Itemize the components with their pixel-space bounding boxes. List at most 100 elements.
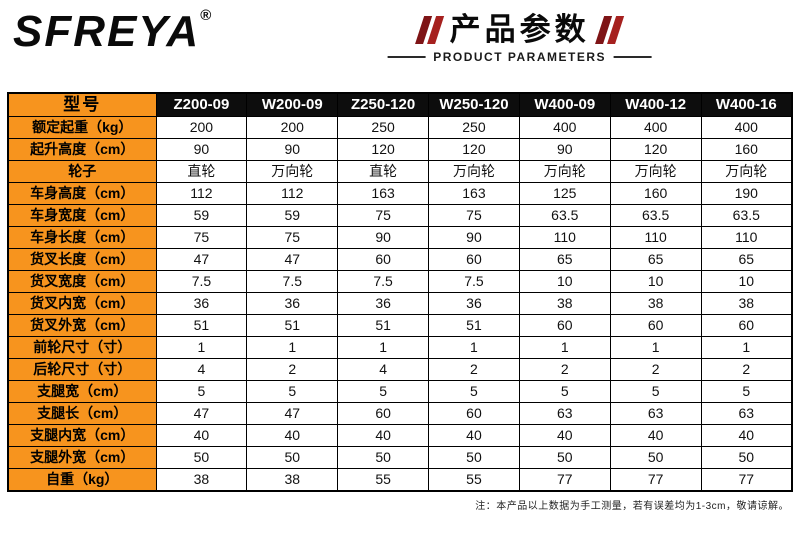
value-cell: 63.5 [609,204,702,228]
value-cell: 36 [428,292,520,316]
page-subtitle: PRODUCT PARAMETERS [433,49,606,64]
value-cell: 77 [609,468,702,492]
table-row: 车身宽度（cm） 59 59 75 75 63.5 63.5 63.5 [7,204,793,228]
value-cell: 110 [518,226,611,250]
row-label: 货叉长度（cm） [7,248,157,272]
table-row: 车身高度（cm） 112 112 163 163 125 160 190 [7,182,793,206]
value-cell: 50 [337,446,430,470]
value-cell: 2 [428,358,520,382]
value-cell: 60 [428,402,520,426]
value-cell: 400 [700,116,793,140]
row-label: 额定起重（kg） [7,116,157,140]
table-header-row: 型号 Z200-09 W200-09 Z250-120 W250-120 W400-09 W… [7,92,793,118]
table-row: 后轮尺寸（寸） 4 2 4 2 2 2 2 [7,358,793,382]
page-header: SFREYA® 产品参数 PRODUCT PARAMETERS [7,4,793,92]
subtitle-divider-right [613,55,652,58]
value-cell: 90 [518,138,611,162]
value-cell: 60 [337,248,430,272]
value-cell: 250 [337,116,430,140]
value-cell: 90 [337,226,430,250]
value-cell: 55 [337,468,430,492]
value-cell: 1 [609,336,702,360]
value-cell: 2 [609,358,702,382]
brand-logo-text: SFREYA [13,7,201,56]
value-cell: 75 [337,204,430,228]
value-cell: 万向轮 [428,160,520,184]
value-cell: 90 [246,138,339,162]
value-cell: 38 [700,292,793,316]
value-cell: 110 [700,226,793,250]
value-cell: 40 [518,424,611,448]
header-cell-model-label: 型号 [7,92,157,118]
value-cell: 1 [700,336,793,360]
value-cell: 47 [155,402,248,426]
value-cell: 万向轮 [609,160,702,184]
value-cell: 400 [609,116,702,140]
value-cell: 51 [155,314,248,338]
value-cell: 36 [246,292,339,316]
value-cell: 2 [246,358,339,382]
value-cell: 36 [155,292,248,316]
value-cell: 60 [428,248,520,272]
value-cell: 7.5 [155,270,248,294]
value-cell: 1 [518,336,611,360]
row-label: 车身长度（cm） [7,226,157,250]
value-cell: 75 [428,204,520,228]
value-cell: 2 [700,358,793,382]
value-cell: 63 [609,402,702,426]
table-row: 货叉内宽（cm） 36 36 36 36 38 38 38 [7,292,793,316]
table-row: 轮子 直轮 万向轮 直轮 万向轮 万向轮 万向轮 万向轮 [7,160,793,184]
page-title: 产品参数 [449,12,590,47]
table-body: 额定起重（kg） 200 200 250 250 400 400 400 起升高度（cm） 90 9… [7,116,793,492]
double-slash-icon [415,15,445,44]
value-cell: 38 [246,468,339,492]
value-cell: 36 [337,292,430,316]
header-cell-model: W400-12 [609,92,702,118]
value-cell: 2 [518,358,611,382]
brand-logo: SFREYA® [13,8,211,54]
value-cell: 7.5 [428,270,520,294]
spec-table-head: 型号 Z200-09 W200-09 Z250-120 W250-120 W400-09 W… [7,92,793,118]
value-cell: 1 [155,336,248,360]
value-cell: 65 [700,248,793,272]
value-cell: 59 [246,204,339,228]
value-cell: 38 [518,292,611,316]
value-cell: 60 [609,314,702,338]
row-label: 车身宽度（cm） [7,204,157,228]
spec-table: 型号 Z200-09 W200-09 Z250-120 W250-120 W400-09 W… [7,92,793,492]
table-row: 自重（kg） 38 38 55 55 77 77 77 [7,468,793,492]
row-label: 车身高度（cm） [7,182,157,206]
value-cell: 120 [609,138,702,162]
value-cell: 50 [155,446,248,470]
value-cell: 47 [246,402,339,426]
value-cell: 5 [518,380,611,404]
value-cell: 110 [609,226,702,250]
table-row: 支腿宽（cm） 5 5 5 5 5 5 5 [7,380,793,404]
header-cell-model: Z200-09 [155,92,248,118]
value-cell: 10 [609,270,702,294]
value-cell: 163 [428,182,520,206]
value-cell: 50 [609,446,702,470]
footnote: 注：本产品以上数据为手工测量，若有误差均为1-3cm，敬请谅解。 [475,500,789,512]
table-row: 支腿外宽（cm） 50 50 50 50 50 50 50 [7,446,793,470]
row-label: 轮子 [7,160,157,184]
header-cell-model: W400-09 [518,92,611,118]
value-cell: 250 [428,116,520,140]
value-cell: 112 [246,182,339,206]
row-label: 起升高度（cm） [7,138,157,162]
row-label: 自重（kg） [7,468,157,492]
row-label: 货叉内宽（cm） [7,292,157,316]
value-cell: 77 [700,468,793,492]
value-cell: 63.5 [700,204,793,228]
subtitle-row: PRODUCT PARAMETERS [387,49,652,64]
value-cell: 50 [428,446,520,470]
value-cell: 40 [155,424,248,448]
value-cell: 1 [246,336,339,360]
value-cell: 7.5 [246,270,339,294]
value-cell: 55 [428,468,520,492]
title-row: 产品参数 [390,12,650,48]
value-cell: 万向轮 [246,160,339,184]
value-cell: 160 [609,182,702,206]
value-cell: 112 [155,182,248,206]
value-cell: 400 [518,116,611,140]
